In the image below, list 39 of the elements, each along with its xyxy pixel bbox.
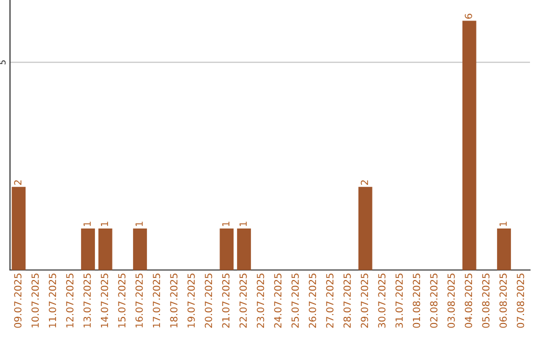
data-label: 1 xyxy=(240,222,247,226)
x-tick-label: 28.07.2025 xyxy=(343,274,351,328)
x-tick-label: 20.07.2025 xyxy=(204,274,212,328)
x-tick-label: 25.07.2025 xyxy=(291,274,299,328)
x-tick-label: 07.08.2025 xyxy=(516,274,524,328)
x-tick-label: 01.08.2025 xyxy=(412,274,420,328)
x-tick-label: 11.07.2025 xyxy=(48,274,56,328)
x-tick-label: 15.07.2025 xyxy=(118,274,126,328)
x-tick-label: 02.08.2025 xyxy=(430,274,438,328)
x-tick-label: 16.07.2025 xyxy=(135,274,143,328)
x-tick-label: 06.08.2025 xyxy=(499,274,507,328)
x-tick-label: 03.08.2025 xyxy=(447,274,455,328)
data-label: 2 xyxy=(14,180,22,185)
x-tick-label: 13.07.2025 xyxy=(83,274,91,328)
x-tick-label: 30.07.2025 xyxy=(378,274,386,328)
x-tick-label: 18.07.2025 xyxy=(170,274,178,328)
x-tick-label: 27.07.2025 xyxy=(326,274,334,328)
data-label: 1 xyxy=(222,222,230,226)
x-tick-label: 17.07.2025 xyxy=(152,274,160,328)
x-tick-label: 26.07.2025 xyxy=(308,274,316,328)
x-tick-label: 04.08.2025 xyxy=(464,274,472,328)
x-tick-label: 14.07.2025 xyxy=(100,274,108,328)
x-tick-label: 23.07.2025 xyxy=(256,274,264,328)
x-tick-label: 09.07.2025 xyxy=(14,274,22,328)
data-label: 1 xyxy=(136,222,143,226)
x-tick-label: 31.07.2025 xyxy=(395,274,403,328)
x-tick-label: 29.07.2025 xyxy=(360,274,368,328)
x-tick-label: 24.07.2025 xyxy=(274,274,282,328)
x-tick-label: 05.08.2025 xyxy=(482,274,490,328)
data-label: 2 xyxy=(360,180,368,185)
data-label: 1 xyxy=(100,222,108,226)
x-tick-label: 12.07.2025 xyxy=(66,274,74,328)
x-tick-label: 19.07.2025 xyxy=(187,274,195,328)
data-label: 1 xyxy=(500,222,507,226)
x-tick-label: 10.07.2025 xyxy=(31,274,39,328)
data-label: 6 xyxy=(464,14,472,19)
x-tick-label: 22.07.2025 xyxy=(239,274,247,328)
data-label: 1 xyxy=(84,222,91,226)
x-tick-label: 21.07.2025 xyxy=(222,274,230,328)
